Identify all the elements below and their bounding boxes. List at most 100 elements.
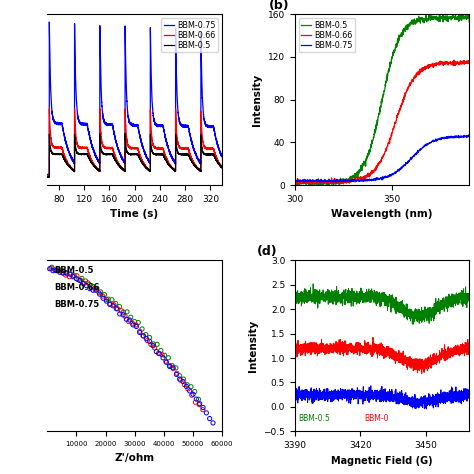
Point xyxy=(123,308,131,316)
Point xyxy=(95,289,103,297)
Point xyxy=(142,331,150,338)
BBM-0.5 xyxy=(442,16,448,22)
BBM-0.75 xyxy=(292,179,298,185)
BBM-0.5 xyxy=(410,321,416,327)
Point xyxy=(169,365,177,373)
BBM-0.5 xyxy=(403,25,409,30)
BBM-0.5 xyxy=(307,185,313,191)
Point xyxy=(143,335,150,342)
Point xyxy=(119,311,127,319)
Point xyxy=(114,305,121,313)
Point xyxy=(102,297,110,305)
Point xyxy=(92,286,100,294)
BBM-0.66 xyxy=(175,142,181,147)
Point xyxy=(179,378,187,385)
BBM-0.66 xyxy=(442,61,448,66)
Text: (b): (b) xyxy=(269,0,290,12)
Point xyxy=(86,285,93,292)
BBM-0.66 xyxy=(292,180,298,185)
Point xyxy=(81,280,88,287)
Point xyxy=(116,303,123,310)
BBM-0.75 xyxy=(393,169,399,175)
Point xyxy=(136,328,144,336)
Point xyxy=(96,291,103,298)
Point xyxy=(173,370,181,377)
Point xyxy=(153,348,160,356)
BBM-0.75 xyxy=(465,132,471,138)
Point xyxy=(156,350,164,357)
Point xyxy=(132,321,140,329)
Point xyxy=(79,280,87,287)
BBM-0.66 xyxy=(46,106,52,111)
BBM-0.66 xyxy=(158,146,164,151)
BBM-0.5 xyxy=(175,150,181,156)
Line: BBM-0.5: BBM-0.5 xyxy=(295,284,469,324)
Point xyxy=(199,406,207,413)
BBM-0.5 xyxy=(466,19,472,25)
Point xyxy=(159,354,167,362)
Line: BBM-0.66: BBM-0.66 xyxy=(46,109,223,177)
Point xyxy=(129,321,137,328)
Point xyxy=(180,375,187,383)
BBM-0.5 xyxy=(377,298,383,304)
Point xyxy=(153,340,161,348)
BBM-0.5 xyxy=(292,292,298,298)
BBM-0.5 xyxy=(111,155,117,160)
Point xyxy=(131,318,138,325)
Point xyxy=(139,332,147,339)
Point xyxy=(55,266,62,273)
Point xyxy=(89,286,97,294)
BBM-0.66 xyxy=(377,341,383,346)
BBM-0.5 xyxy=(301,295,307,301)
Point xyxy=(161,352,168,359)
Point xyxy=(104,295,112,303)
BBM-0.5 xyxy=(158,152,164,157)
Point xyxy=(53,267,60,274)
Point xyxy=(136,328,144,335)
Legend: BBM-0.75, BBM-0.66, BBM-0.5: BBM-0.75, BBM-0.66, BBM-0.5 xyxy=(162,18,218,53)
Point xyxy=(67,270,74,278)
Point xyxy=(47,264,55,272)
Point xyxy=(103,296,110,303)
Point xyxy=(196,400,203,408)
Line: BBM-0.75: BBM-0.75 xyxy=(46,22,223,176)
Point xyxy=(116,310,124,318)
Point xyxy=(59,267,67,275)
Point xyxy=(191,399,199,406)
BBM-0.66 xyxy=(220,166,226,172)
BBM-0.5 xyxy=(220,166,226,172)
Text: BBM-0.75: BBM-0.75 xyxy=(55,300,100,309)
Point xyxy=(108,296,116,303)
Point xyxy=(100,291,108,299)
Point xyxy=(71,272,78,280)
Point xyxy=(119,308,127,316)
Point xyxy=(183,381,191,389)
Point xyxy=(113,305,120,312)
Point xyxy=(182,383,190,390)
Point xyxy=(169,364,177,372)
Point xyxy=(76,277,83,284)
BBM-0.66 xyxy=(466,58,472,64)
Line: BBM-0.66: BBM-0.66 xyxy=(295,337,469,374)
X-axis label: Z'/ohm: Z'/ohm xyxy=(115,453,155,463)
Point xyxy=(110,301,118,309)
Point xyxy=(195,401,203,409)
Point xyxy=(173,371,180,378)
Point xyxy=(164,354,172,362)
Point xyxy=(93,284,100,292)
Point xyxy=(59,269,67,277)
Point xyxy=(82,282,90,290)
Point xyxy=(176,372,183,380)
X-axis label: Magnetic Field (G): Magnetic Field (G) xyxy=(331,456,433,465)
Point xyxy=(46,265,54,273)
Point xyxy=(56,268,64,276)
BBM-0.75 xyxy=(189,139,194,145)
BBM-0.66 xyxy=(189,155,194,161)
Point xyxy=(106,300,114,308)
Point xyxy=(106,301,113,308)
Point xyxy=(58,269,66,276)
BBM-0.66 xyxy=(303,179,309,185)
BBM-0.75 xyxy=(424,141,430,147)
Point xyxy=(88,283,95,291)
BBM-0.66 xyxy=(466,345,472,350)
